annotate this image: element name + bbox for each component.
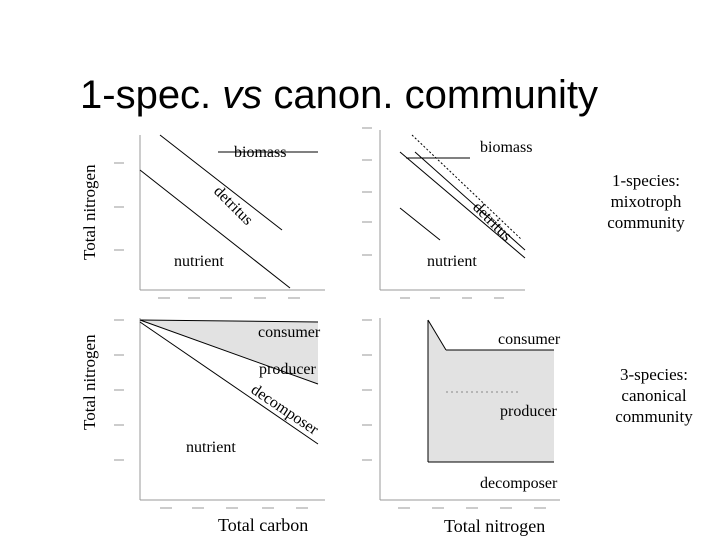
title-suffix: canon. community (262, 73, 598, 117)
label-producer: producer (500, 403, 558, 420)
label-nutrient: nutrient (174, 253, 224, 270)
label-nutrient: nutrient (186, 439, 236, 456)
note-line: mixotroph (610, 192, 682, 211)
label-biomass: biomass (234, 144, 286, 161)
note-line: community (607, 213, 685, 232)
x-axis-label-left: Total carbon (218, 515, 309, 535)
label-nutrient: nutrient (427, 253, 477, 270)
boundary-lines (139, 134, 318, 289)
title-prefix: 1-spec. (80, 73, 223, 117)
label-producer: producer (259, 361, 317, 378)
title-vs: vs (222, 73, 263, 117)
note-line: 1-species: (612, 171, 680, 190)
panel-bottom-right: consumer producer decomposer (362, 318, 561, 509)
panel-frame (114, 135, 325, 299)
slide-title: 1-spec. vs canon. community (80, 70, 598, 120)
boundary-lines (399, 134, 526, 259)
label-consumer: consumer (258, 324, 321, 341)
label-detritus: detritus (210, 183, 256, 229)
boundary-lines (139, 319, 319, 445)
label-detritus: detritus (469, 199, 515, 245)
producer-region (428, 320, 554, 462)
x-axis-label-right: Total nitrogen (444, 516, 546, 536)
note-canonical: 3-species: canonical community (604, 364, 704, 427)
boundary-lines (427, 319, 554, 463)
label-biomass: biomass (480, 139, 532, 156)
panel-frame (114, 318, 325, 509)
panel-top-left: biomass detritus nutrient (114, 134, 325, 299)
note-line: community (615, 407, 693, 426)
panel-frame (362, 127, 525, 299)
note-line: 3-species: (620, 365, 688, 384)
panel-top-right: biomass detritus nutrient (362, 127, 532, 299)
note-mixotroph: 1-species: mixotroph community (596, 170, 696, 233)
label-consumer: consumer (498, 331, 561, 348)
note-line: canonical (621, 386, 687, 405)
label-decomposer: decomposer (248, 381, 322, 439)
panel-bottom-left: consumer producer decomposer nutrient (114, 318, 325, 509)
label-decomposer: decomposer (480, 475, 558, 492)
panel-frame (362, 318, 560, 509)
